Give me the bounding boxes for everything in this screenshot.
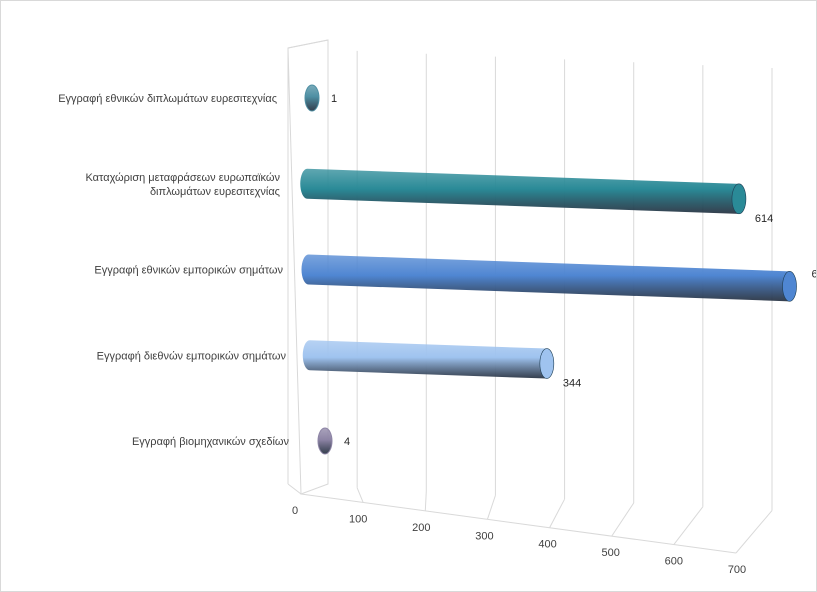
x-tick-label: 400 bbox=[538, 539, 556, 551]
bar-body bbox=[301, 254, 797, 302]
category-label: Εγγραφή εθνικών διπλωμάτων ευρεσιτεχνίας bbox=[58, 93, 277, 105]
x-tick-label: 300 bbox=[475, 530, 493, 542]
category-label: Εγγραφή εθνικών εμπορικών σημάτων bbox=[94, 265, 283, 277]
label-layer: 0 100 200 300 400 500 600 700 1 Εγγραφή εθνικών δ… bbox=[58, 93, 816, 576]
bar-end-cap bbox=[782, 271, 797, 302]
data-label: 344 bbox=[563, 378, 581, 390]
gridline-floor bbox=[287, 483, 302, 495]
axis-layer bbox=[287, 39, 737, 554]
data-label: 4 bbox=[344, 436, 350, 448]
data-label: 1 bbox=[331, 93, 337, 105]
category-label: Καταχώριση μεταφράσεων ευρωπαϊκών bbox=[85, 172, 280, 184]
gridline-floor bbox=[356, 487, 364, 503]
x-tick-label: 600 bbox=[665, 556, 683, 568]
bar-body bbox=[302, 340, 554, 379]
x-tick-label: 0 bbox=[292, 505, 298, 517]
data-label: 614 bbox=[755, 213, 773, 225]
gridline-floor bbox=[549, 498, 566, 528]
bar-disc bbox=[304, 84, 320, 112]
bar-layer bbox=[300, 84, 797, 455]
gridline-floor bbox=[735, 510, 773, 554]
gridline-floor bbox=[611, 502, 635, 537]
x-tick-label: 200 bbox=[412, 522, 430, 534]
x-tick-label: 100 bbox=[349, 513, 367, 525]
bar-disc bbox=[317, 427, 333, 455]
category-label: διπλωμάτων ευρεσιτεχνίας bbox=[150, 186, 280, 198]
bar-end-cap bbox=[539, 348, 555, 379]
x-tick-label: 500 bbox=[602, 547, 620, 559]
data-label: 691 bbox=[812, 268, 816, 280]
category-label: Εγγραφή βιομηχανικών σχεδίων bbox=[132, 436, 290, 448]
grid-layer bbox=[287, 48, 773, 554]
gridline-floor bbox=[486, 495, 496, 520]
category-label: Εγγραφή διεθνών εμπορικών σημάτων bbox=[97, 350, 287, 362]
side-wall bbox=[287, 39, 329, 495]
gridline-floor bbox=[673, 506, 704, 545]
bar-end-cap bbox=[731, 183, 747, 215]
gridline-floor bbox=[424, 491, 427, 511]
bar-body bbox=[300, 168, 746, 214]
x-tick-label: 700 bbox=[728, 564, 746, 576]
floor-front-edge bbox=[300, 493, 737, 554]
